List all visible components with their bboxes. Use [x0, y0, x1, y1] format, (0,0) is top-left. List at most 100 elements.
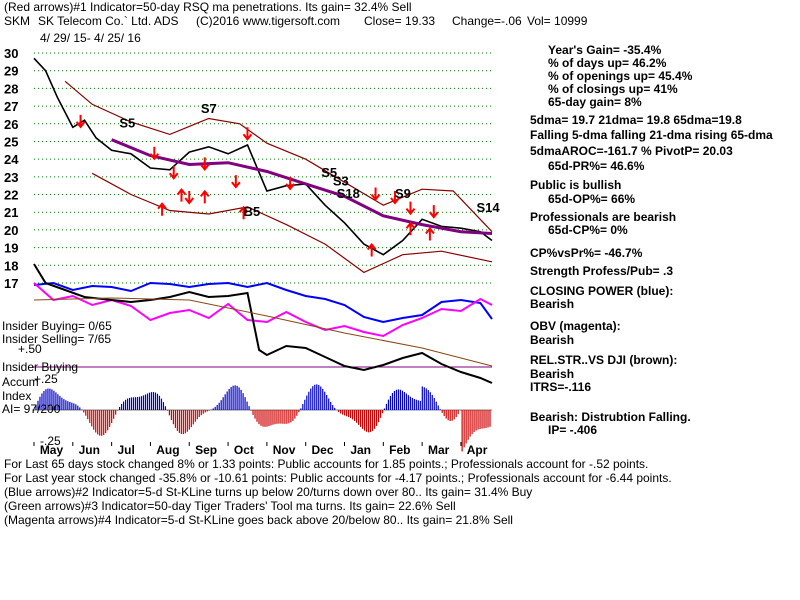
annotation-s7: S7	[201, 101, 217, 116]
month-label-nov: Nov	[273, 443, 296, 457]
aroc-pivot: 5dmaAROC=-161.7 % PivotP= 20.03	[530, 144, 733, 158]
sell-arrow	[242, 127, 253, 141]
annotation-b5: B5	[244, 204, 261, 219]
sell-arrow	[285, 176, 295, 191]
tick-label-17: 17	[4, 276, 18, 291]
company-name: SK Telecom Co.` Ltd. ADS	[38, 14, 179, 28]
series-65-day-ma	[111, 138, 493, 235]
relstr-label: REL.STR..VS DJI (brown):	[530, 353, 678, 367]
signal-arrows	[75, 114, 439, 257]
plus-25-label: +.25	[34, 372, 58, 386]
minus-25-label: -.25	[40, 434, 61, 448]
accum-label: Accum	[2, 375, 39, 389]
sell-arrow	[428, 205, 439, 219]
ip-value: IP= -.406	[548, 423, 598, 437]
pr-65d: 65d-PR%= 46.6%	[548, 159, 645, 173]
indicator-line-1: (Red arrows)#1 Indicator=50-day RSQ ma p…	[4, 0, 412, 14]
buy-arrow	[176, 188, 187, 202]
gain-65d: 65-day gain= 8%	[548, 95, 642, 109]
tick-label-20: 20	[4, 223, 18, 238]
tick-label-21: 21	[4, 205, 18, 220]
closing-power-label: CLOSING POWER (blue):	[530, 284, 674, 298]
price-tick-labels: 30 29 28 27 26 25 24 23 22 21 20 19 18 17	[4, 46, 19, 291]
sell-arrow	[390, 191, 400, 205]
buy-arrow	[157, 202, 167, 216]
tick-label-19: 19	[4, 241, 18, 256]
tick-label-22: 22	[4, 188, 18, 203]
month-label-jan: Jan	[350, 443, 371, 457]
series-price-close	[33, 57, 493, 256]
sell-arrow	[184, 191, 195, 205]
relstr-status: Bearish	[530, 367, 575, 381]
tick-label-24: 24	[4, 152, 19, 167]
insider-selling-count: Insider Selling= 7/65	[2, 332, 112, 346]
annotation-s5: S5	[119, 115, 135, 130]
openings-up: % of openings up= 45.4%	[548, 69, 693, 83]
footer-line-2: For Last year stock changed -35.8% or -1…	[4, 471, 672, 485]
distribution-status: Bearish: Distrubtion Falling.	[530, 410, 691, 424]
month-labels: May Jun Jul Aug Sep Oct Nov Dec Jan Feb Mar Apr	[33, 442, 488, 457]
accumulation-bars	[35, 384, 491, 452]
cp-vs-pr: CP%vsPr%= -46.7%	[530, 246, 643, 260]
sell-arrow	[199, 157, 210, 171]
sell-arrow	[168, 166, 179, 180]
change-value: Change=-.06	[452, 14, 522, 28]
annotation-s5: S5	[321, 165, 337, 180]
month-label-mar: Mar	[428, 443, 450, 457]
sell-arrow	[231, 175, 241, 189]
sell-arrow	[370, 187, 381, 202]
buy-arrow	[366, 242, 377, 257]
footer-line-3: (Blue arrows)#2 Indicator=5-d St-KLine t…	[4, 485, 533, 499]
month-label-aug: Aug	[156, 443, 179, 457]
insider-buying-label: Insider Buying	[2, 360, 79, 374]
month-label-jul: Jul	[117, 443, 134, 457]
month-label-oct: Oct	[234, 443, 254, 457]
volume-value: Vol= 10999	[527, 14, 588, 28]
month-label-dec: Dec	[312, 443, 334, 457]
buy-arrow	[238, 205, 249, 220]
obv-label: OBV (magenta):	[530, 319, 621, 333]
strength-ratio: Strength Profess/Pub= .3	[530, 264, 674, 278]
professionals-bearish: Professionals are bearish	[530, 210, 677, 224]
annotation-s3: S3	[333, 174, 349, 189]
obv-status: Bearish	[530, 333, 575, 347]
sell-arrow	[405, 201, 416, 216]
closings-up: % of closings up= 41%	[548, 82, 678, 96]
month-label-jun: Jun	[79, 443, 100, 457]
month-label-feb: Feb	[389, 443, 410, 457]
month-label-may: May	[40, 443, 64, 457]
dma-values: 5dma= 19.7 21dma= 19.8 65dma=19.8	[530, 113, 742, 127]
sell-arrow	[75, 114, 86, 129]
plus-50-label: +.50	[18, 342, 42, 356]
closing-power-status: Bearish	[530, 297, 575, 311]
series-upper-band	[64, 80, 493, 233]
insider-buying-count: Insider Buying= 0/65	[2, 319, 112, 333]
public-bullish: Public is bullish	[530, 178, 622, 192]
tick-label-29: 29	[4, 64, 18, 79]
footer-line-1: For Last 65 days stock changed 8% or 1.3…	[4, 457, 649, 471]
tick-label-28: 28	[4, 81, 18, 96]
buy-arrow	[405, 221, 416, 236]
tick-label-18: 18	[4, 258, 18, 273]
annotation-s14: S14	[476, 200, 500, 215]
index-label: Index	[2, 389, 32, 403]
annotation-s18: S18	[337, 186, 360, 201]
op-65d: 65d-OP%= 66%	[548, 192, 636, 206]
price-gridlines	[34, 52, 492, 284]
relstr-line	[33, 263, 493, 384]
annotation-s9: S9	[395, 186, 411, 201]
relstr-ma-line	[33, 297, 493, 367]
ticker: SKM	[4, 14, 31, 28]
close-value: Close= 19.33	[364, 14, 436, 28]
sell-arrow	[149, 146, 160, 161]
series-lower-band	[91, 172, 493, 274]
footer-line-5: (Magenta arrows)#4 Indicator=5-d St-KLin…	[4, 513, 513, 527]
closing-power-line	[33, 281, 493, 324]
chart-lines	[33, 57, 493, 384]
buy-arrow	[425, 226, 435, 241]
month-label-sep: Sep	[195, 443, 217, 457]
ai-value: AI= 97/200	[2, 402, 61, 416]
tick-label-26: 26	[4, 117, 18, 132]
